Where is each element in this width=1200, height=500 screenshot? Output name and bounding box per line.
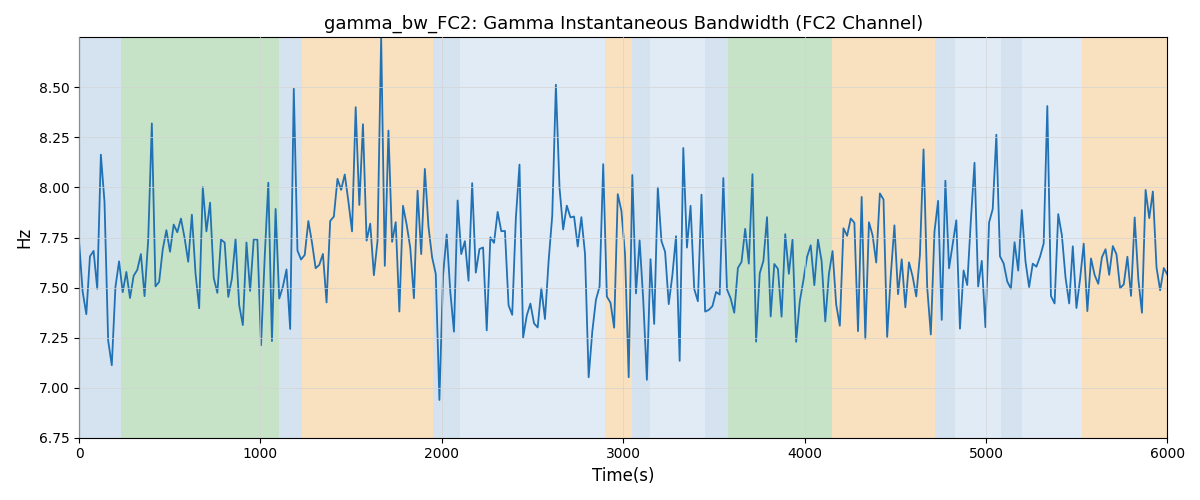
Bar	[278, 38, 302, 438]
Bar	[832, 38, 935, 438]
Bar	[79, 38, 121, 438]
Bar	[1022, 38, 1082, 438]
Y-axis label: Hz: Hz	[14, 227, 32, 248]
Bar	[650, 38, 704, 438]
Bar	[121, 38, 278, 438]
Bar	[1001, 38, 1022, 438]
Bar	[704, 38, 728, 438]
Bar	[955, 38, 1001, 438]
Bar	[632, 38, 650, 438]
Bar	[302, 38, 433, 438]
X-axis label: Time(s): Time(s)	[592, 467, 654, 485]
Bar	[433, 38, 460, 438]
Bar	[1082, 38, 1168, 438]
Bar	[935, 38, 955, 438]
Bar	[605, 38, 632, 438]
Bar	[728, 38, 832, 438]
Title: gamma_bw_FC2: Gamma Instantaneous Bandwidth (FC2 Channel): gamma_bw_FC2: Gamma Instantaneous Bandwi…	[324, 15, 923, 34]
Bar	[460, 38, 605, 438]
